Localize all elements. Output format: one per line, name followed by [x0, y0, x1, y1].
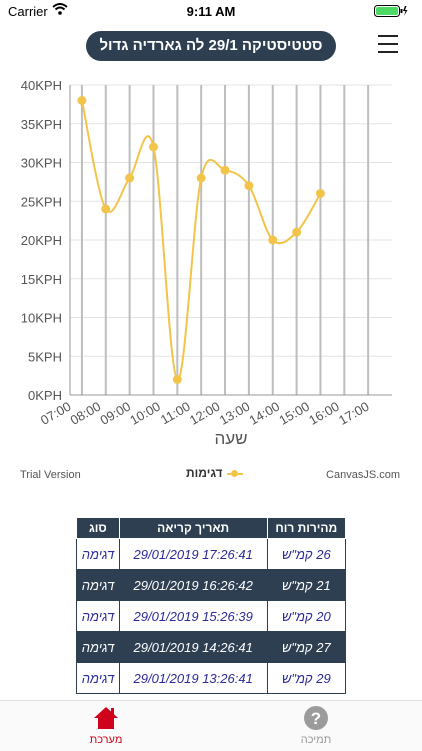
data-point[interactable] — [268, 235, 278, 245]
table-row[interactable]: 27 קמ"ש 29/01/2019 14:26:41 דגימה — [76, 631, 347, 663]
x-axis-title: שעה — [214, 429, 247, 448]
cell-type: דגימה — [76, 631, 120, 663]
y-tick-label: 40KPH — [21, 78, 62, 93]
chart-footer: Trial Version דגימות CanvasJS.com — [0, 466, 422, 484]
cell-type: דגימה — [76, 538, 120, 570]
trial-version-label: Trial Version — [20, 469, 81, 481]
y-tick-label: 15KPH — [21, 272, 62, 287]
status-bar: Carrier 9:11 AM — [0, 0, 422, 22]
header-date: תאריך קריאה — [118, 517, 268, 539]
x-tick-label: 11:00 — [158, 399, 193, 428]
chart-legend: דגימות — [186, 466, 244, 480]
data-point[interactable] — [125, 173, 135, 183]
cell-date: 29/01/2019 16:26:42 — [118, 569, 268, 601]
cell-date: 29/01/2019 15:26:39 — [118, 600, 268, 632]
carrier-label: Carrier — [8, 4, 48, 19]
battery-icon — [374, 5, 408, 17]
cell-type: דגימה — [76, 569, 120, 601]
cell-speed: 27 קמ"ש — [266, 631, 347, 663]
tab-bar: מערכת ? תמיכה — [0, 700, 422, 751]
tab-system[interactable]: מערכת — [66, 705, 146, 746]
x-tick-label: 08:00 — [68, 399, 104, 428]
data-point[interactable] — [77, 96, 87, 105]
wifi-icon — [52, 3, 68, 15]
canvasjs-credit: CanvasJS.com — [326, 469, 400, 481]
legend-marker-icon — [227, 469, 244, 477]
data-point[interactable] — [101, 204, 111, 214]
home-icon — [94, 707, 118, 729]
x-tick-label: 17:00 — [336, 399, 372, 428]
data-point[interactable] — [315, 189, 325, 198]
data-point[interactable] — [172, 375, 182, 384]
cell-date: 29/01/2019 17:26:41 — [118, 538, 268, 570]
svg-text:?: ? — [311, 709, 321, 728]
table-row[interactable]: 26 קמ"ש 29/01/2019 17:26:41 דגימה — [76, 538, 347, 570]
help-icon: ? — [304, 706, 328, 730]
cell-speed: 29 קמ"ש — [266, 662, 347, 694]
cell-speed: 21 קמ"ש — [266, 569, 347, 601]
cell-date: 29/01/2019 14:26:41 — [118, 631, 268, 663]
table-row[interactable]: 20 קמ"ש 29/01/2019 15:26:39 דגימה — [76, 600, 347, 632]
page-title: סטטיסטיקה 29/1 לה גארדיה גדול — [86, 31, 336, 61]
x-tick-label: 16:00 — [306, 399, 342, 428]
data-point[interactable] — [148, 142, 158, 152]
table-row[interactable]: 21 קמ"ש 29/01/2019 16:26:42 דגימה — [76, 569, 347, 601]
cell-type: דגימה — [76, 600, 120, 632]
y-tick-label: 20KPH — [21, 233, 62, 248]
y-tick-label: 30KPH — [21, 156, 62, 171]
table-row[interactable]: 29 קמ"ש 29/01/2019 13:26:41 דגימה — [76, 662, 347, 694]
cell-speed: 20 קמ"ש — [266, 600, 347, 632]
wind-speed-chart: 0KPH 5KPH 10KPH 15KPH 20KPH 25KPH 30KPH 35KPH 40… — [21, 78, 392, 448]
cell-speed: 26 קמ"ש — [266, 538, 347, 570]
table-header-row: מהירות רוח תאריך קריאה סוג — [76, 517, 347, 539]
cell-date: 29/01/2019 13:26:41 — [118, 662, 268, 694]
tab-help[interactable]: ? תמיכה — [276, 705, 356, 746]
x-tick-label: 10:00 — [127, 399, 163, 428]
y-tick-label: 5KPH — [28, 349, 62, 364]
tab-system-label: מערכת — [89, 734, 123, 746]
clock: 9:11 AM — [186, 4, 236, 19]
y-tick-label: 0KPH — [28, 388, 62, 403]
x-tick-label: 14:00 — [247, 399, 283, 428]
data-point[interactable] — [196, 173, 206, 183]
header-type: סוג — [76, 517, 120, 539]
x-tick-label: 09:00 — [97, 399, 133, 428]
data-point[interactable] — [244, 181, 254, 191]
tab-help-label: תמיכה — [300, 734, 332, 746]
data-point[interactable] — [292, 227, 302, 237]
y-tick-label: 35KPH — [21, 117, 62, 132]
legend-label: דגימות — [186, 466, 223, 480]
menu-icon[interactable] — [378, 35, 398, 55]
readings-table: מהירות רוח תאריך קריאה סוג 26 קמ"ש 29/01… — [76, 517, 347, 694]
header-speed: מהירות רוח — [266, 517, 347, 539]
x-tick-label: 15:00 — [276, 399, 312, 428]
cell-type: דגימה — [76, 662, 120, 694]
x-tick-label: 13:00 — [217, 399, 253, 428]
x-tick-label: 12:00 — [187, 399, 223, 428]
y-tick-label: 10KPH — [21, 311, 62, 326]
y-tick-label: 25KPH — [21, 194, 62, 209]
data-point[interactable] — [220, 165, 230, 175]
